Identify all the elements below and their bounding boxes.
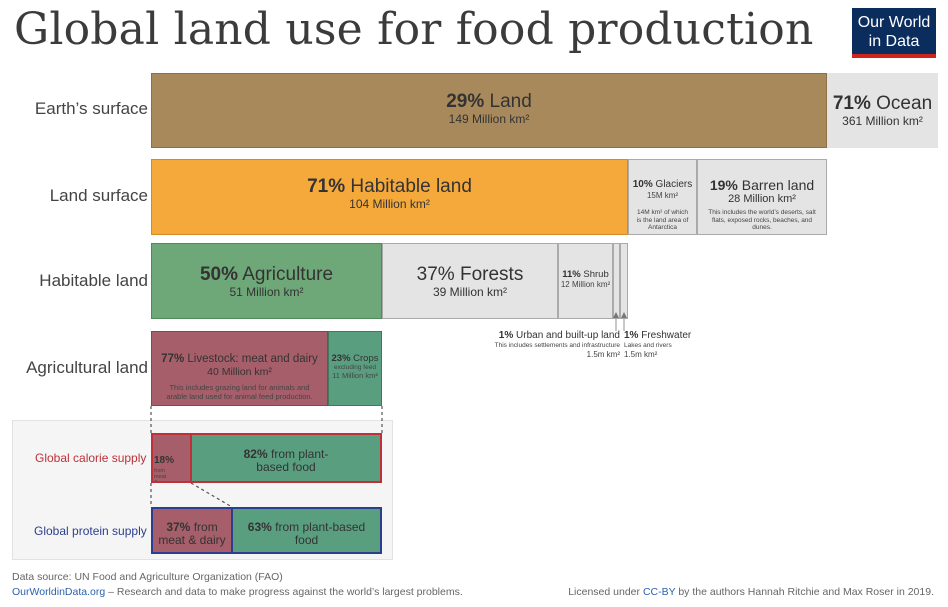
- bar-freshwater: [620, 243, 628, 319]
- land-name: Land: [489, 91, 532, 112]
- crops-name: Crops: [353, 353, 379, 364]
- bar-livestock: 77% Livestock: meat and dairy 40 Million…: [151, 331, 328, 406]
- forests-area: 39 Million km²: [432, 285, 507, 299]
- glaciers-name: Glaciers: [655, 179, 693, 190]
- row-label-land: Land surface: [49, 186, 148, 205]
- land-pct: 29%: [446, 91, 485, 112]
- row-label-earth: Earth’s surface: [34, 99, 148, 118]
- urban-area: 1.5m km²: [586, 349, 620, 359]
- agriculture-name: Agriculture: [242, 264, 334, 285]
- livestock-note: This includes grazing land for animals a…: [166, 383, 313, 401]
- protein-meat-pct: 37%: [166, 520, 191, 534]
- crops-area: 11 Million km²: [332, 370, 378, 380]
- agriculture-area: 51 Million km²: [229, 285, 304, 299]
- protein-supply-label: Global protein supply: [34, 524, 147, 538]
- habitable-name: Habitable land: [350, 176, 472, 197]
- calorie-meat-text: from meat & dairy: [154, 468, 167, 483]
- urban-name: Urban and built-up land: [516, 330, 620, 341]
- owid-site-link[interactable]: OurWorldinData.org: [12, 586, 106, 598]
- freshwater-pct: 1%: [624, 330, 639, 341]
- bar-protein-meat: 37% from meat & dairy: [151, 507, 232, 554]
- logo-line2: in Data: [868, 33, 920, 50]
- habitable-area: 104 Million km²: [349, 197, 430, 211]
- footer-tagline: – Research and data to make progress aga…: [105, 586, 463, 598]
- bar-forests: 37% Forests 39 Million km²: [382, 243, 558, 319]
- livestock-pct: 77%: [161, 353, 185, 365]
- footer-site-line: OurWorldinData.org – Research and data t…: [12, 586, 463, 598]
- ocean-name: Ocean: [876, 93, 933, 114]
- shrub-name: Shrub: [583, 269, 609, 280]
- bar-shrub: 11% Shrub 12 Million km²: [558, 243, 613, 319]
- row-label-habitable: Habitable land: [39, 271, 148, 290]
- shrub-pct: 11%: [562, 269, 581, 280]
- calorie-supply-label: Global calorie supply: [35, 451, 147, 465]
- freshwater-area: 1.5m km²: [624, 349, 658, 359]
- protein-plant-pct: 63%: [247, 520, 272, 534]
- livestock-name: Livestock: meat and dairy: [187, 353, 318, 365]
- footer-source: Data source: UN Food and Agriculture Org…: [12, 571, 283, 583]
- license-link[interactable]: CC-BY: [642, 586, 676, 598]
- footer-license: Licensed under CC-BY by the authors Hann…: [568, 586, 934, 598]
- logo-line1: Our World: [857, 14, 931, 31]
- bar-glaciers: 10% Glaciers 15M km² 14M km² of which is…: [628, 159, 697, 235]
- bar-ocean: 71% Ocean 361 Million km²: [827, 73, 938, 148]
- barren-pct: 19%: [709, 177, 738, 193]
- row-label-agricultural: Agricultural land: [26, 358, 148, 377]
- bar-crops: 23% Crops excluding feed 11 Million km²: [328, 331, 382, 406]
- license-post: by the authors Hannah Ritchie and Max Ro…: [675, 586, 934, 598]
- urban-pct: 1%: [498, 330, 514, 341]
- ocean-area: 361 Million km²: [842, 114, 923, 128]
- owid-logo[interactable]: Our World in Data: [852, 8, 936, 58]
- habitable-pct: 71%: [307, 176, 346, 197]
- ocean-pct: 71%: [832, 93, 871, 114]
- freshwater-annotation: 1% Freshwater Lakes and rivers 1.5m km²: [624, 329, 704, 361]
- bar-habitable-land: 71% Habitable land 104 Million km²: [151, 159, 628, 235]
- shrub-area: 12 Million km²: [560, 280, 611, 289]
- logo-accent-bar: [852, 54, 936, 58]
- calorie-plant-pct: 82%: [243, 447, 268, 461]
- barren-note: This includes the world’s deserts, salt …: [708, 209, 816, 231]
- chart-title: Global land use for food production: [14, 4, 814, 55]
- agriculture-pct: 50%: [199, 264, 238, 285]
- crops-note: excluding feed: [334, 364, 376, 371]
- glaciers-pct: 10%: [632, 179, 653, 190]
- glaciers-note: 14M km² of which is the land area of Ant…: [636, 209, 689, 231]
- bar-calorie-plant: 82% from plant-based food: [191, 433, 382, 483]
- barren-name: Barren land: [741, 177, 815, 193]
- urban-annotation: 1% Urban and built-up land This includes…: [470, 329, 620, 361]
- forests-pct: 37%: [416, 264, 455, 285]
- calorie-meat-pct: 18%: [154, 455, 175, 466]
- protein-plant-text: from plant-based food: [275, 520, 366, 547]
- protein-meat-text: from meat & dairy: [158, 520, 226, 547]
- bar-calorie-meat: 18% from meat & dairy: [151, 433, 191, 483]
- bar-agriculture: 50% Agriculture 51 Million km²: [151, 243, 382, 319]
- freshwater-note: Lakes and rivers: [624, 342, 672, 349]
- freshwater-name: Freshwater: [641, 330, 692, 341]
- bar-protein-plant: 63% from plant-based food: [232, 507, 382, 554]
- crops-pct: 23%: [331, 353, 351, 364]
- barren-area: 28 Million km²: [728, 193, 796, 205]
- forests-name: Forests: [459, 264, 524, 285]
- license-pre: Licensed under: [568, 586, 643, 598]
- livestock-area: 40 Million km²: [207, 366, 272, 378]
- glaciers-area: 15M km²: [646, 191, 679, 200]
- bar-barren: 19% Barren land 28 Million km² This incl…: [697, 159, 827, 235]
- bar-urban: [613, 243, 620, 319]
- urban-note: This includes settlements and infrastruc…: [494, 342, 620, 349]
- bar-land: 29% Land 149 Million km²: [151, 73, 827, 148]
- land-area: 149 Million km²: [448, 112, 530, 126]
- calorie-plant-text: from plant-based food: [256, 447, 329, 474]
